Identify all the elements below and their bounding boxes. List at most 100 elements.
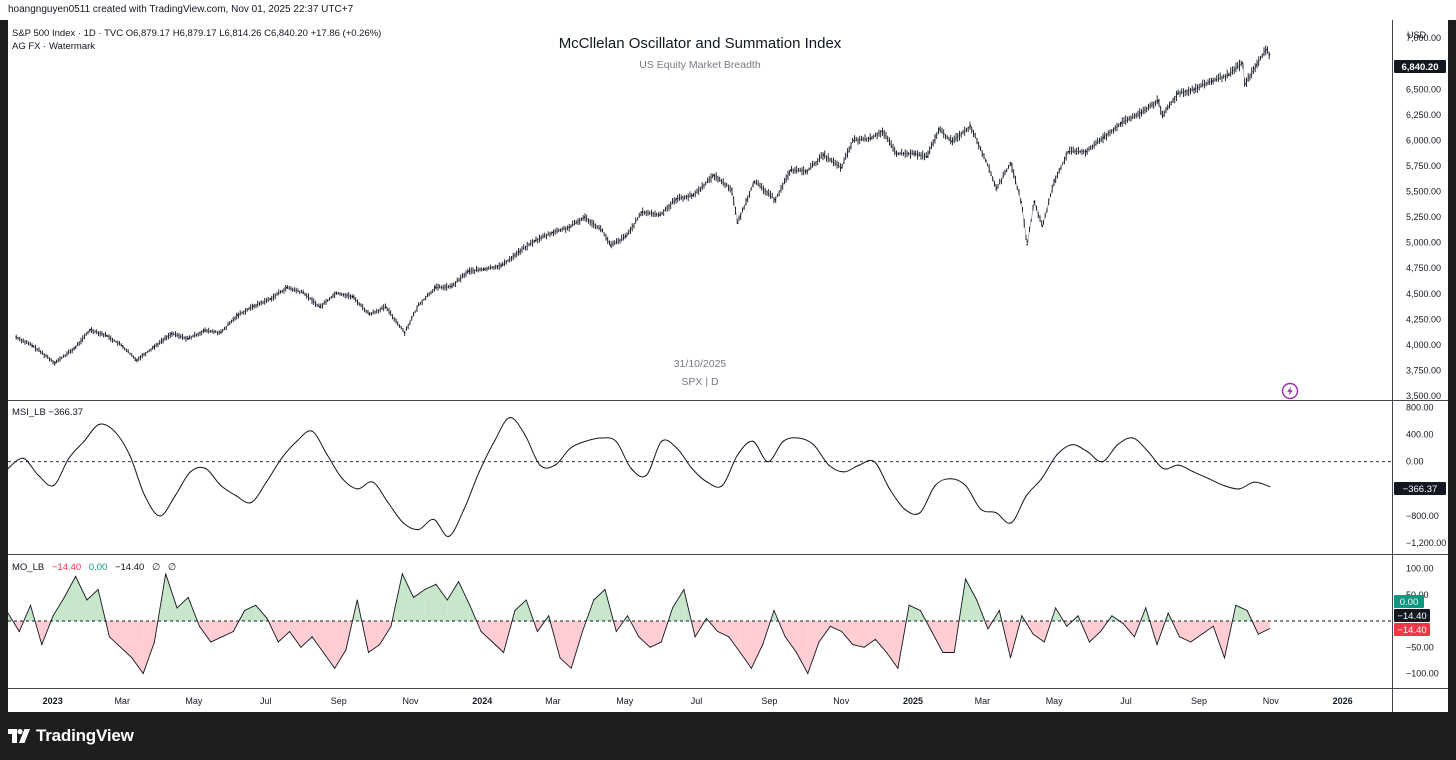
mo-legend[interactable]: MO_LB −14.40 0.00 −14.40 ∅ ∅ [12, 562, 176, 573]
mo-negative-area [785, 621, 797, 653]
msi-point [129, 454, 131, 456]
last-price-text: 6,840.20 [1402, 62, 1439, 73]
msi-point [797, 437, 800, 439]
msi-point [585, 440, 587, 442]
time-tick-label: Sep [761, 696, 777, 706]
mo-point [807, 673, 809, 674]
mo-negative-area [931, 621, 943, 653]
mo-point [1100, 631, 1102, 632]
price-point [822, 154, 825, 156]
mo-axis[interactable]: −100.00 −50.00 50.00 100.00 [1406, 564, 1439, 679]
price-point [121, 345, 123, 347]
msi-point [965, 484, 967, 487]
msi-point [828, 464, 830, 466]
mo-negative-area [942, 621, 955, 653]
price-point [1020, 201, 1023, 203]
time-tick-label: Jul [691, 696, 703, 706]
mo-point [63, 596, 65, 598]
msi-legend[interactable]: MSI_LB −366.37 [12, 407, 83, 418]
mo-point [762, 644, 764, 646]
mo-negative-area [143, 621, 155, 674]
mo-tick-label: −100.00 [1406, 669, 1439, 679]
price-point [1161, 115, 1164, 117]
mo-point [514, 610, 516, 611]
mo-negative-area [841, 621, 853, 645]
mo-negative-area [807, 621, 819, 674]
price-point [1265, 48, 1267, 51]
msi-point [1086, 450, 1088, 453]
indicator-legend[interactable]: AG FX · Watermark [12, 41, 95, 52]
mo-point [435, 583, 437, 585]
mo-positive-area [64, 576, 76, 621]
price-point [269, 298, 272, 300]
msi-point [402, 522, 404, 524]
msi-point [767, 461, 769, 463]
mo-point [1021, 615, 1023, 617]
mo-zero-tag: 0.00 [1400, 597, 1419, 608]
price-tick-label: 3,750.00 [1406, 365, 1441, 375]
mo-negative-area [1202, 621, 1214, 635]
chart-frame[interactable]: S&P 500 Index · 1D · TVC O6,879.17 H6,87… [8, 20, 1448, 712]
time-tick-label: 2024 [472, 696, 492, 706]
mo-point [548, 615, 550, 617]
mo-point [672, 607, 674, 609]
msi-point [159, 515, 161, 517]
price-point [731, 188, 733, 191]
msi-point [843, 471, 845, 473]
price-tick-label: 7,000.00 [1406, 33, 1441, 43]
msi-point [539, 464, 541, 466]
mo-point [368, 652, 369, 653]
price-point [625, 235, 627, 238]
mo-point [1043, 641, 1045, 643]
price-point [534, 239, 536, 242]
msi-point [995, 512, 997, 514]
msi-point [1071, 444, 1073, 446]
mo-negative-area [199, 621, 211, 642]
price-point [170, 332, 173, 335]
chart-svg[interactable]: S&P 500 Index · 1D · TVC O6,879.17 H6,87… [8, 20, 1448, 712]
mo-point [266, 617, 268, 619]
mo-point [30, 604, 31, 606]
mo-point [942, 652, 944, 653]
mo-point [97, 589, 99, 590]
price-point [450, 285, 453, 288]
msi-point [858, 464, 860, 466]
mo-point [593, 599, 595, 601]
price-point [985, 160, 987, 162]
mo-legend-v4: ∅ [152, 562, 160, 573]
price-tick-label: 6,000.00 [1406, 135, 1441, 145]
price-tick-label: 4,000.00 [1406, 340, 1441, 350]
msi-point [752, 440, 754, 442]
msi-point [463, 508, 465, 510]
price-close-line [16, 48, 1270, 364]
msi-point [889, 488, 891, 490]
mo-negative-area [379, 621, 391, 645]
price-point [995, 187, 998, 190]
time-axis[interactable]: 2023 Mar May Jul Sep Nov 2024 Mar May Jul Sep Nov 20… [43, 696, 1353, 706]
mo-point [345, 649, 347, 651]
price-series [15, 45, 1271, 366]
mo-point [8, 612, 9, 614]
lightning-icon[interactable] [1281, 382, 1299, 400]
symbol-legend[interactable]: S&P 500 Index · 1D · TVC O6,879.17 H6,87… [12, 28, 381, 39]
price-point [1255, 64, 1258, 66]
msi-line [8, 417, 1270, 537]
mo-negative-area [312, 621, 324, 653]
price-axis[interactable]: 3,500.00 3,750.00 4,000.00 4,250.00 4,500.00… [1406, 33, 1441, 401]
mo-point [199, 625, 200, 627]
mo-point [322, 652, 324, 653]
price-point [467, 270, 470, 273]
mo-point [615, 631, 617, 632]
msi-point [1162, 467, 1164, 470]
time-tick-label: Nov [1263, 696, 1280, 706]
time-tick-label: Sep [1191, 696, 1207, 706]
mo-legend-v2: 0.00 [89, 562, 108, 573]
msi-last-tag: −366.37 [1394, 482, 1446, 495]
mo-negative-area [650, 621, 662, 648]
time-tick-label: Nov [402, 696, 419, 706]
mo-positive-area [424, 584, 436, 621]
mo-point [739, 652, 741, 653]
msi-axis[interactable]: −1,200.00 −800.00 0.00 400.00 800.00 [1406, 402, 1446, 548]
msi-point [569, 447, 572, 449]
tradingview-brand[interactable]: TradingView [8, 724, 134, 748]
